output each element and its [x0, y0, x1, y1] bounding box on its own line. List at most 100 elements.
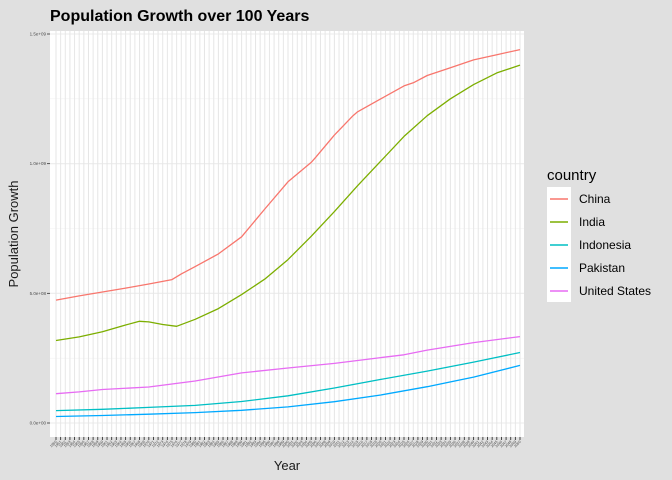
- x-tick-label: 2002: [291, 440, 299, 448]
- x-tick-label: 2027: [407, 440, 415, 448]
- x-tick-label: 1990: [235, 440, 243, 448]
- x-tick-label: 1998: [272, 440, 280, 448]
- x-tick-label: 1973: [156, 440, 164, 448]
- x-tick-label: 2039: [462, 440, 470, 448]
- x-tick-label: 2018: [365, 440, 373, 448]
- x-tick-label: 2009: [323, 440, 331, 448]
- x-tick-label: 1999: [277, 440, 285, 448]
- legend-label: India: [579, 215, 605, 229]
- x-tick-label: 2001: [286, 440, 294, 448]
- x-tick-label: 2024: [393, 440, 401, 448]
- x-tick-label: 1963: [110, 440, 118, 448]
- x-tick-label: 2047: [499, 440, 507, 448]
- x-tick-label: 1958: [86, 440, 94, 448]
- x-tick-label: 2013: [342, 440, 350, 448]
- x-tick-label: 2045: [490, 440, 498, 448]
- x-tick-label: 1960: [96, 440, 104, 448]
- x-axis-title: Year: [274, 458, 301, 473]
- x-tick-label: 2042: [476, 440, 484, 448]
- x-tick-label: 2011: [332, 440, 340, 448]
- x-tick-label: 1969: [137, 440, 145, 448]
- grid-lines: [50, 31, 524, 437]
- x-tick-label: 2010: [328, 440, 336, 448]
- y-tick-label: 5.0e+08: [30, 291, 47, 296]
- x-tick-label: 1956: [77, 440, 85, 448]
- x-tick-label: 1979: [184, 440, 192, 448]
- x-tick-label: 1997: [267, 440, 275, 448]
- x-tick-label: 1971: [147, 440, 155, 448]
- x-tick-label: 2036: [448, 440, 456, 448]
- x-tick-label: 1988: [226, 440, 234, 448]
- x-tick-label: 2003: [295, 440, 303, 448]
- x-tick-label: 2022: [383, 440, 391, 448]
- y-tick-label: 1.5e+09: [30, 32, 47, 37]
- x-tick-label: 2020: [374, 440, 382, 448]
- x-tick-label: 2016: [355, 440, 363, 448]
- x-tick-label: 1994: [253, 440, 261, 448]
- x-tick-label: 1978: [179, 440, 187, 448]
- x-tick-label: 2030: [420, 440, 428, 448]
- x-tick-label: 1989: [230, 440, 238, 448]
- x-tick-label: 1965: [119, 440, 127, 448]
- x-tick-label: 1985: [212, 440, 220, 448]
- x-tick-label: 1992: [244, 440, 252, 448]
- x-tick-label: 2019: [369, 440, 377, 448]
- x-tick-label: 2021: [379, 440, 387, 448]
- x-tick-label: 1953: [63, 440, 71, 448]
- x-tick-label: 1966: [123, 440, 131, 448]
- x-tick-label: 2043: [481, 440, 489, 448]
- legend: country China India Indonesia Pakistan Unite…: [547, 167, 651, 302]
- x-tick-label: 1993: [249, 440, 257, 448]
- x-tick-label: 1974: [161, 440, 169, 448]
- x-tick-label: 2037: [453, 440, 461, 448]
- x-tick-label: 2004: [300, 440, 308, 448]
- x-tick-label: 2005: [304, 440, 312, 448]
- x-tick-label: 2029: [416, 440, 424, 448]
- x-tick-label: 2000: [281, 440, 289, 448]
- y-tick-label: 0.0e+00: [30, 421, 47, 426]
- x-tick-label: 2044: [485, 440, 493, 448]
- x-tick-label: 2041: [471, 440, 479, 448]
- x-tick-label: 2049: [509, 440, 517, 448]
- x-tick-label: 1987: [221, 440, 229, 448]
- x-tick-label: 1951: [54, 440, 62, 448]
- x-tick-label: 2025: [397, 440, 405, 448]
- x-tick-label: 2033: [434, 440, 442, 448]
- x-tick-label: 2032: [430, 440, 438, 448]
- x-tick-label: 2023: [388, 440, 396, 448]
- x-tick-label: 1975: [165, 440, 173, 448]
- x-tick-label: 2014: [346, 440, 354, 448]
- y-axis-title: Population Growth: [6, 181, 21, 288]
- x-tick-label: 1970: [142, 440, 150, 448]
- x-tick-label: 2031: [425, 440, 433, 448]
- y-tick-label: 1.0e+09: [30, 161, 47, 166]
- x-tick-label: 1991: [239, 440, 247, 448]
- x-tick-label: 1986: [216, 440, 224, 448]
- x-tick-label: 2046: [495, 440, 503, 448]
- x-tick-label: 2034: [439, 440, 447, 448]
- x-tick-label: 1954: [68, 440, 76, 448]
- x-tick-label: 1955: [72, 440, 80, 448]
- legend-title: country: [547, 167, 597, 184]
- x-tick-label: 1995: [258, 440, 266, 448]
- legend-label: China: [579, 192, 611, 206]
- x-tick-label: 1972: [151, 440, 159, 448]
- series-line-china: [55, 48, 521, 301]
- x-tick-label: 1952: [59, 440, 67, 448]
- x-tick-label: 2050: [513, 440, 521, 448]
- x-tick-label: 1957: [82, 440, 90, 448]
- series-line-india: [55, 64, 521, 342]
- x-tick-label: 1981: [193, 440, 201, 448]
- x-tick-label: 1976: [170, 440, 178, 448]
- x-tick-label: 1950: [49, 440, 57, 448]
- x-tick-label: 1996: [263, 440, 271, 448]
- x-tick-label: 2048: [504, 440, 512, 448]
- legend-label: United States: [579, 284, 651, 298]
- x-tick-label: 2038: [458, 440, 466, 448]
- x-axis-ticks: 1950195119521953195419551956195719581959…: [49, 437, 522, 448]
- x-tick-label: 2006: [309, 440, 317, 448]
- series-line-pakistan: [55, 364, 521, 418]
- x-tick-label: 2040: [467, 440, 475, 448]
- x-tick-label: 2028: [411, 440, 419, 448]
